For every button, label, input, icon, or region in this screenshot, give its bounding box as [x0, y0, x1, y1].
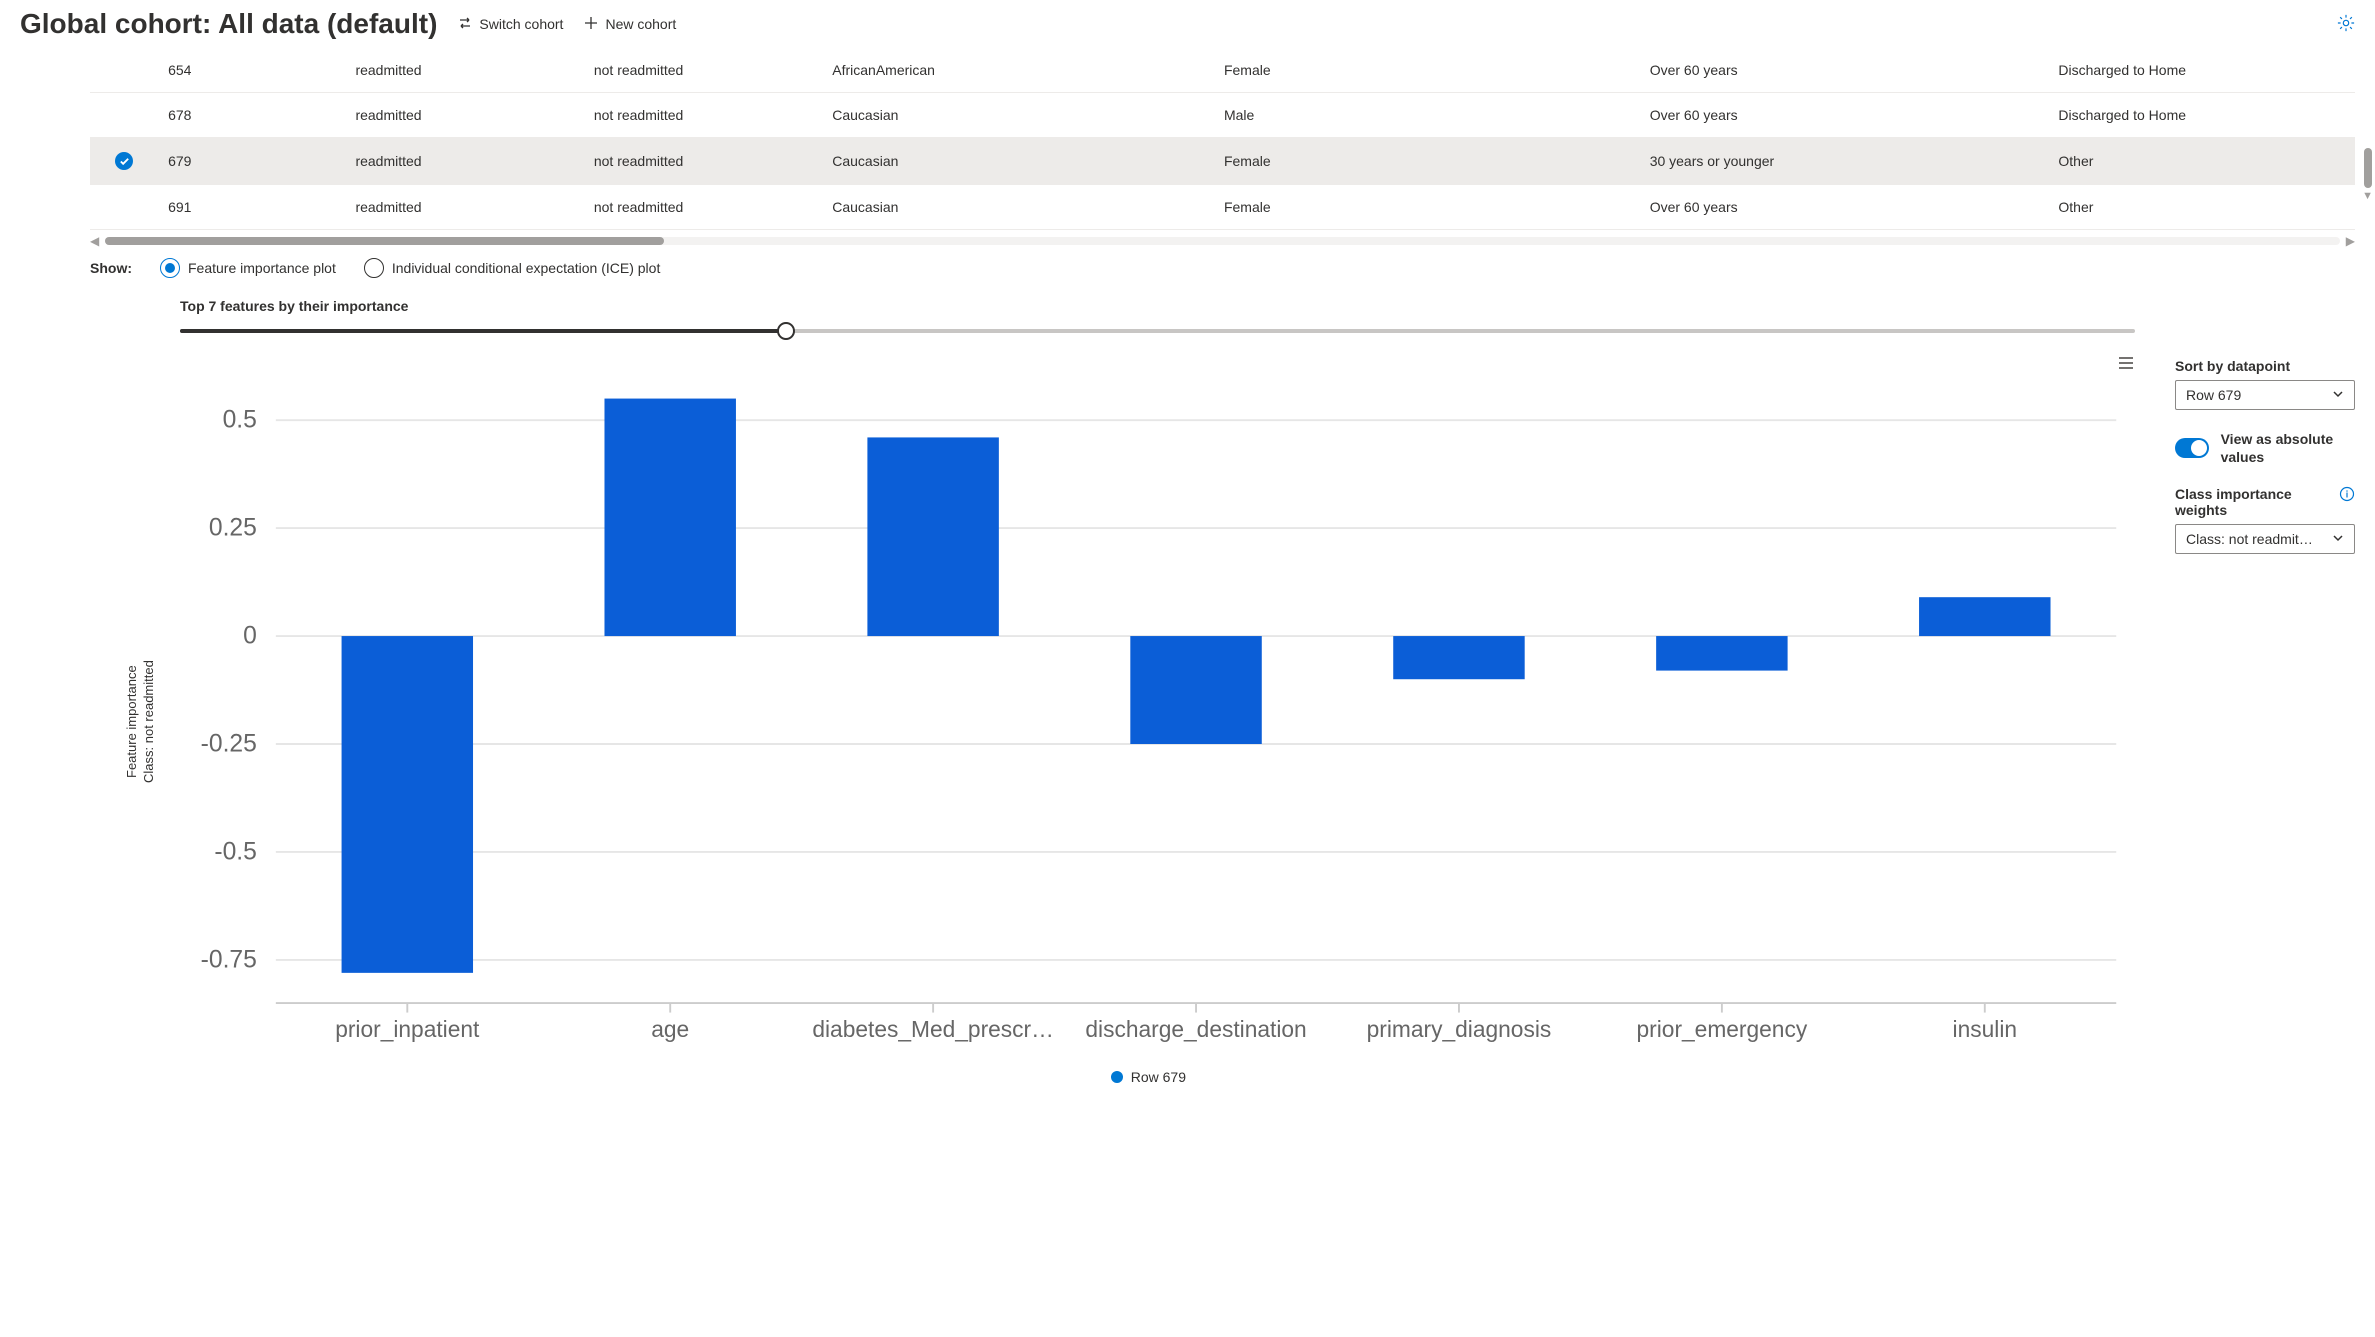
sort-by-value: Row 679: [2186, 387, 2241, 403]
gear-icon[interactable]: [2337, 14, 2355, 35]
svg-text:-0.25: -0.25: [200, 731, 256, 758]
info-icon[interactable]: [2339, 486, 2355, 505]
swap-icon: [457, 15, 473, 34]
radio-label-2: Individual conditional expectation (ICE)…: [392, 260, 661, 276]
vertical-scrollbar[interactable]: ▼: [2362, 148, 2373, 202]
radio-label-1: Feature importance plot: [188, 260, 336, 276]
table-cell: Discharged to Home: [2048, 48, 2355, 93]
table-cell: 654: [158, 48, 345, 93]
feature-importance-chart: 0.5 0.25 0 -0.25 -0.5 -0.75 prior_inpatient age…: [162, 358, 2135, 1060]
table-cell: 30 years or younger: [1640, 138, 2049, 185]
table-row[interactable]: 691readmittednot readmittedCaucasianFema…: [90, 185, 2355, 230]
horizontal-scrollbar[interactable]: [105, 237, 2340, 245]
data-table: 654readmittednot readmittedAfricanAmeric…: [90, 48, 2355, 230]
table-cell: Other: [2048, 185, 2355, 230]
table-cell: 679: [158, 138, 345, 185]
svg-text:0.5: 0.5: [222, 407, 256, 434]
plus-icon: [583, 15, 599, 34]
table-cell: Caucasian: [822, 138, 1214, 185]
table-cell: readmitted: [345, 138, 583, 185]
table-cell: Over 60 years: [1640, 93, 2049, 138]
svg-text:diabetes_Med_prescr…: diabetes_Med_prescr…: [812, 1016, 1054, 1042]
svg-text:discharge_destination: discharge_destination: [1085, 1016, 1306, 1042]
table-cell: Other: [2048, 138, 2355, 185]
chart-menu-icon[interactable]: [2117, 354, 2135, 375]
table-cell: Over 60 years: [1640, 185, 2049, 230]
table-cell: Female: [1214, 138, 1640, 185]
table-cell: 691: [158, 185, 345, 230]
svg-text:age: age: [651, 1016, 689, 1042]
chart-title: Top 7 features by their importance: [180, 298, 2135, 314]
chevron-down-icon: [2332, 531, 2344, 547]
svg-text:0: 0: [243, 623, 257, 650]
check-icon: [115, 152, 133, 170]
switch-cohort-link[interactable]: Switch cohort: [457, 15, 563, 34]
chevron-down-icon: [2332, 387, 2344, 403]
switch-cohort-label: Switch cohort: [479, 16, 563, 32]
table-cell: not readmitted: [584, 185, 822, 230]
table-cell: Over 60 years: [1640, 48, 2049, 93]
table-row[interactable]: 678readmittednot readmittedCaucasianMale…: [90, 93, 2355, 138]
svg-text:-0.75: -0.75: [200, 946, 256, 973]
radio-feature-importance[interactable]: Feature importance plot: [160, 258, 336, 278]
new-cohort-label: New cohort: [605, 16, 676, 32]
class-weights-label: Class importance weights: [2175, 486, 2333, 518]
table-cell: Caucasian: [822, 185, 1214, 230]
svg-text:-0.5: -0.5: [214, 839, 257, 866]
class-weights-select[interactable]: Class: not readmit…: [2175, 524, 2355, 554]
legend-label: Row 679: [1131, 1069, 1186, 1085]
sort-by-label: Sort by datapoint: [2175, 358, 2355, 374]
table-cell: readmitted: [345, 48, 583, 93]
table-cell: readmitted: [345, 93, 583, 138]
table-cell: Female: [1214, 185, 1640, 230]
svg-text:prior_emergency: prior_emergency: [1636, 1016, 1807, 1042]
class-weights-value: Class: not readmit…: [2186, 531, 2313, 547]
feature-count-slider[interactable]: [180, 322, 2135, 340]
sort-by-select[interactable]: Row 679: [2175, 380, 2355, 410]
page-title: Global cohort: All data (default): [20, 8, 437, 40]
scroll-left-arrow[interactable]: ◀: [90, 234, 99, 248]
table-cell: Female: [1214, 48, 1640, 93]
svg-text:prior_inpatient: prior_inpatient: [335, 1016, 480, 1042]
legend-marker: [1111, 1071, 1123, 1083]
svg-text:insulin: insulin: [1952, 1016, 2017, 1042]
table-cell: Discharged to Home: [2048, 93, 2355, 138]
scroll-right-arrow[interactable]: ▶: [2346, 234, 2355, 248]
table-cell: not readmitted: [584, 48, 822, 93]
table-cell: not readmitted: [584, 93, 822, 138]
table-row[interactable]: 679readmittednot readmittedCaucasianFema…: [90, 138, 2355, 185]
table-cell: 678: [158, 93, 345, 138]
table-cell: Caucasian: [822, 93, 1214, 138]
table-cell: Male: [1214, 93, 1640, 138]
svg-text:primary_diagnosis: primary_diagnosis: [1366, 1016, 1551, 1042]
new-cohort-link[interactable]: New cohort: [583, 15, 676, 34]
radio-ice-plot[interactable]: Individual conditional expectation (ICE)…: [364, 258, 661, 278]
y-axis-label: Feature importance Class: not readmitted: [120, 358, 162, 1085]
toggle-label: View as absolute values: [2221, 430, 2355, 466]
table-row[interactable]: 654readmittednot readmittedAfricanAmeric…: [90, 48, 2355, 93]
show-label: Show:: [90, 260, 132, 276]
table-cell: AfricanAmerican: [822, 48, 1214, 93]
absolute-values-toggle[interactable]: [2175, 438, 2209, 458]
table-cell: not readmitted: [584, 138, 822, 185]
svg-text:0.25: 0.25: [209, 515, 257, 542]
table-cell: readmitted: [345, 185, 583, 230]
